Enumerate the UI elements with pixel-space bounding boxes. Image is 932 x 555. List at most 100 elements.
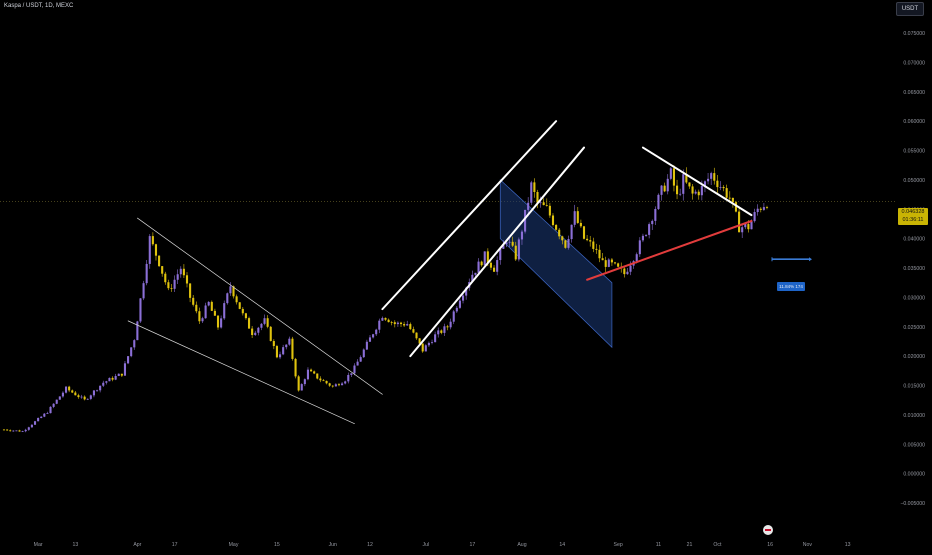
time-tick-label: May [229,542,239,548]
candle-body [728,197,731,199]
candle-body [514,245,517,260]
candle-body [666,178,669,192]
candle-body [393,322,396,325]
candle-body [83,396,86,400]
candle-body [508,241,511,243]
candle-body [654,209,657,221]
candle-body [192,297,195,305]
candle-body [589,240,592,242]
candle-body [356,361,359,366]
candle-body [427,342,430,346]
time-tick-label: 13 [72,542,78,548]
candle-body [80,396,83,398]
candle-body [663,185,666,192]
candle-body [285,344,288,348]
candle-body [421,343,424,352]
candle-body [275,346,278,358]
candle-body [272,341,275,347]
candle-body [108,377,111,382]
candle-body [120,373,123,376]
candle-body [372,334,375,338]
candle-body [6,429,9,431]
candle-body [542,202,545,206]
candle-body [399,322,403,325]
candle-body [545,205,548,206]
candle-body [434,334,437,343]
candle-body [238,302,241,309]
candle-body [458,300,461,308]
time-tick-label: Apr [133,542,141,548]
candle-body [564,240,567,248]
candle-body [9,430,12,432]
candle-body [297,376,300,391]
candle-body [517,239,520,260]
candle-body [145,263,148,284]
candle-body [582,226,586,239]
candle-body [27,427,30,430]
candle-body [396,322,399,325]
candle-body [269,326,272,342]
candle-body [700,186,703,196]
candle-body [474,272,477,275]
time-tick-label: Jul [423,542,430,548]
candle-body [676,185,679,195]
candle-body [635,254,638,262]
candle-body [204,305,207,319]
candle-body [403,324,406,326]
time-tick-label: 12 [367,542,373,548]
candle-body [344,381,347,384]
candle-body [672,168,676,186]
candle-body [390,322,393,323]
candle-body [142,283,145,299]
candle-body [750,221,753,230]
candle-body [33,421,37,425]
candle-body [185,275,189,284]
candle-body [325,380,328,384]
candle-body [762,207,765,210]
candle-body [409,324,412,330]
candle-body [486,251,489,263]
candle-body [207,301,210,306]
candle-body [71,390,74,393]
time-tick-label: Aug [517,542,526,548]
currency-button[interactable]: USDT [896,2,924,16]
candle-body [527,202,530,210]
triangle-upper-line [641,146,753,217]
candle-body [443,326,446,333]
candle-body [288,338,291,345]
candle-body [586,238,589,241]
candle-body [139,298,142,322]
measure-label: 11.84% 174 [777,282,805,291]
time-tick-label: Jun [329,542,337,548]
candle-body [319,378,322,381]
candle-body [220,318,223,328]
candle-body [455,307,458,312]
candle-body [310,369,313,372]
exchange-logo-icon [763,525,773,535]
candle-body [58,396,61,400]
candle-body [570,224,573,240]
price-tick-label: 0.070000 [903,60,925,66]
candle-body [37,418,40,422]
candle-body [607,259,610,267]
candle-body [536,192,539,203]
time-tick-label: 17 [469,542,475,548]
candle-body [362,349,365,358]
candle-body [46,413,49,414]
candle-body [167,282,170,289]
candle-body [201,318,204,322]
time-tick-label: Mar [34,542,43,548]
candle-body [291,338,294,359]
symbol-title: Kaspa / USDT, 1D, MEXC [4,3,74,9]
candle-body [266,318,269,327]
candle-body [148,236,151,264]
candle-body [651,220,654,225]
candle-body [244,313,247,319]
candle-body [105,381,108,383]
candle-body [610,259,613,263]
price-tick-label: 0.010000 [903,413,925,419]
current-price-tag: 0.046328 01:36:11 [898,208,928,225]
candle-body [114,375,117,380]
